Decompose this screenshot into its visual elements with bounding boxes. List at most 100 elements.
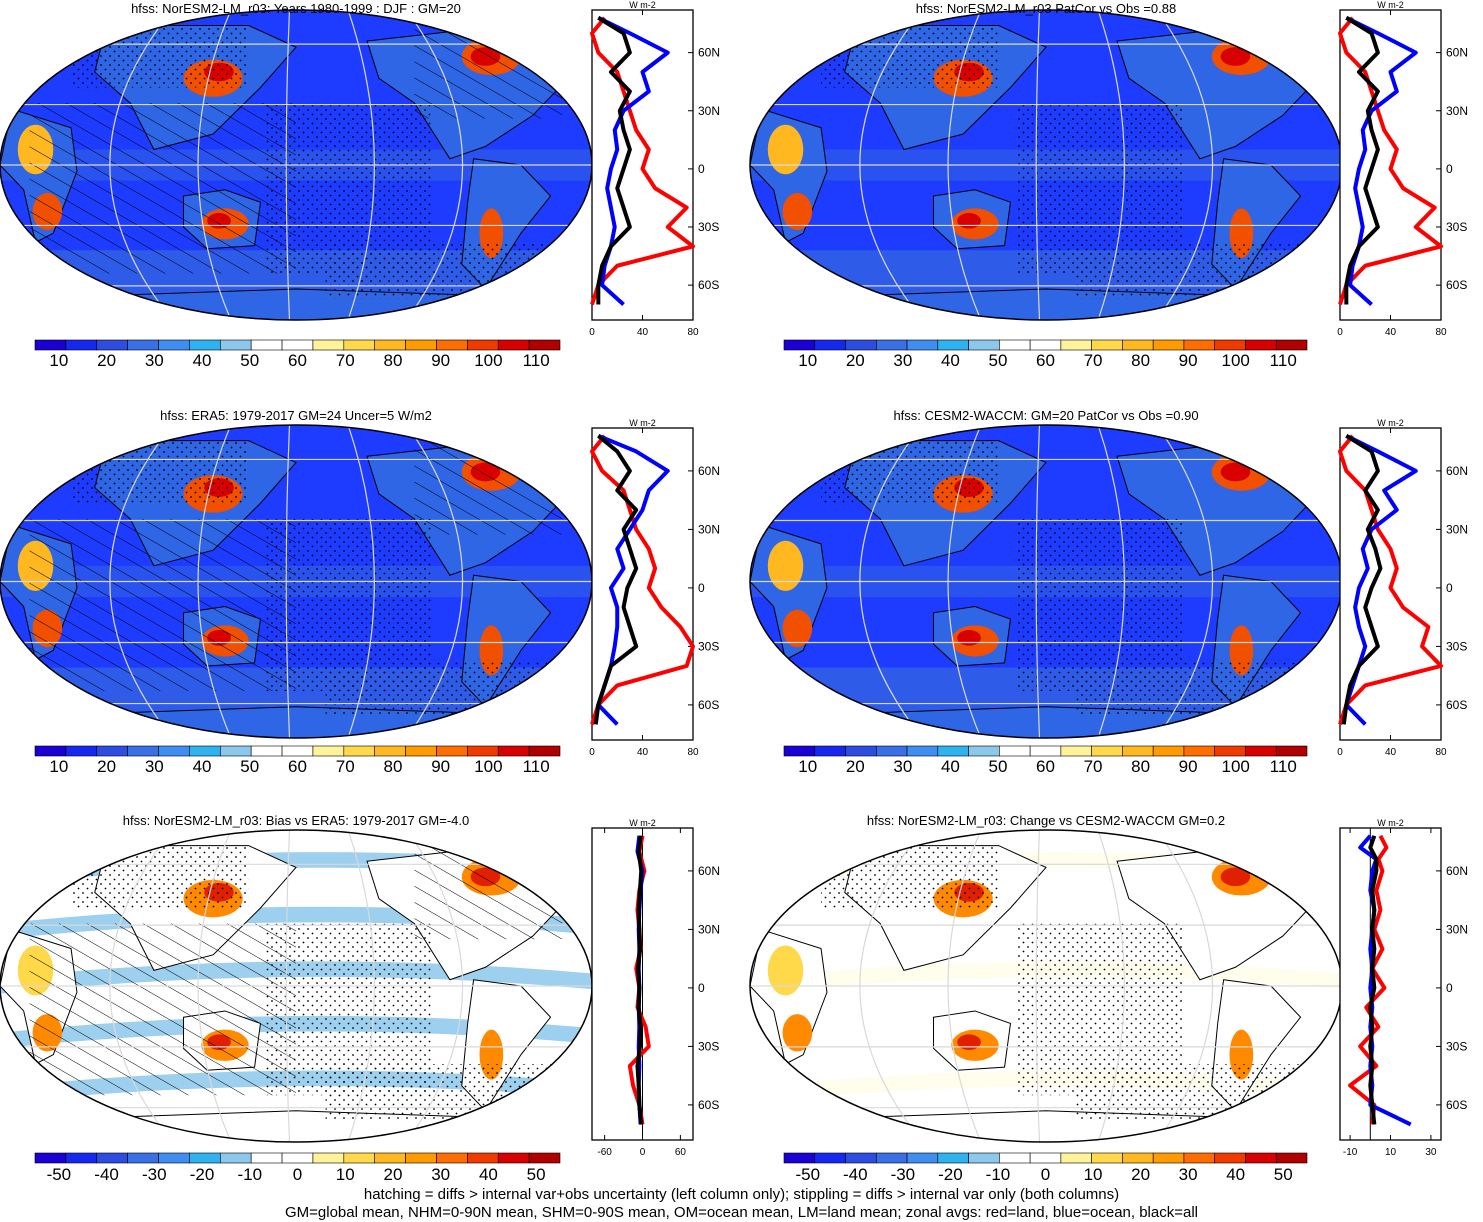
colorbar-tick-label: 90: [431, 757, 450, 776]
colorbar-tick-label: 100: [1221, 757, 1249, 776]
colorbar-tick-label: 80: [1131, 757, 1150, 776]
colorbar-tick-label: 90: [1179, 757, 1198, 776]
longitude-line: [1156, 10, 1214, 320]
colorbar-tick-label: -20: [190, 1165, 215, 1184]
colorbar-swatch: [497, 1152, 530, 1164]
lat-tick-label: 60N: [698, 864, 720, 878]
longitude-line: [947, 10, 982, 320]
colorbar-tick-label: -40: [94, 1165, 119, 1184]
colorbar-swatch: [814, 339, 846, 351]
longitude-line: [859, 10, 923, 320]
colorbar-swatch: [999, 745, 1031, 757]
zonal-unit-label: W m-2: [629, 0, 656, 10]
lat-tick-label: 30S: [698, 1039, 719, 1053]
zonal-unit-label: W m-2: [629, 818, 656, 828]
colorbar-swatch: [1091, 1152, 1123, 1164]
colorbar-tick-label: 50: [240, 757, 259, 776]
x-tick-label: -60: [597, 1147, 612, 1158]
longitude-line: [947, 830, 982, 1142]
colorbar-swatch: [96, 339, 128, 351]
colorbar-tick-label: 50: [527, 1165, 546, 1184]
colorbar-swatch: [1060, 745, 1092, 757]
colorbar-swatch: [1122, 745, 1154, 757]
colorbar-swatch: [250, 339, 283, 351]
colorbar-tick-label: 30: [1179, 1165, 1198, 1184]
colorbar-swatch: [1245, 1152, 1277, 1164]
colorbar-swatch: [1091, 745, 1123, 757]
colorbar-tick-label: 80: [383, 757, 402, 776]
map-panel-3: [0, 424, 593, 739]
colorbar-swatch: [937, 745, 969, 757]
colorbar-swatch: [65, 1152, 98, 1164]
longitude-line: [197, 425, 232, 738]
longitude-line: [109, 425, 173, 738]
colorbar-swatch: [1152, 745, 1185, 757]
colorbar-tick-label: 60: [288, 757, 307, 776]
colorbar-tick-label: 20: [97, 757, 116, 776]
stippling-region: [821, 25, 999, 88]
lat-tick-label: 60N: [698, 464, 720, 478]
lat-tick-label: 0: [1446, 162, 1453, 176]
colorbar-swatch: [467, 745, 499, 757]
colorbar-tick-label: 70: [336, 757, 355, 776]
colorbar-tick-label: -40: [843, 1165, 868, 1184]
colorbar-swatch: [1152, 339, 1185, 351]
colorbar-tick-label: 40: [479, 1165, 498, 1184]
colorbar-swatch: [312, 745, 345, 757]
colorbar-swatch: [467, 339, 499, 351]
flux-hotspot: [767, 124, 804, 175]
x-tick-label: 80: [1435, 327, 1447, 338]
colorbar-swatch: [34, 339, 67, 351]
flux-hotspot: [767, 540, 804, 591]
panel-title-6: hfss: NorESM2-LM_r03: Change vs CESM2-WA…: [867, 813, 1225, 828]
zonal-series-all: [596, 16, 632, 305]
lat-tick-label: 30N: [1446, 522, 1468, 536]
footer-line-1: hatching = diffs > internal var+obs unce…: [363, 1186, 1120, 1203]
colorbar-tick-label: 10: [336, 1165, 355, 1184]
stippling-region: [1075, 242, 1313, 299]
colorbar-swatch: [343, 339, 376, 351]
colorbar-tick-label: 50: [240, 351, 259, 370]
colorbar-tick-label: 40: [193, 757, 212, 776]
flux-hotspot: [767, 945, 804, 996]
longitude-line: [109, 10, 173, 320]
colorbar-swatch: [814, 745, 846, 757]
colorbar-swatch: [219, 339, 252, 351]
x-tick-label: 0: [1337, 747, 1343, 758]
colorbar-swatch: [374, 339, 406, 351]
flux-hotspot: [1220, 462, 1251, 482]
colorbar-tick-label: 10: [798, 757, 817, 776]
panel-title-2: hfss: NorESM2-LM_r03 PatCor vs Obs =0.88: [916, 1, 1176, 16]
x-tick-label: 80: [687, 327, 699, 338]
zonal-mean-plot-1: W m-2 60N 30N 0 30S 60S 0 40 80: [589, 0, 720, 338]
longitude-line: [1156, 425, 1214, 738]
longitude-line: [1156, 830, 1214, 1142]
zonal-series-land: [1338, 434, 1443, 726]
colorbar-swatch: [875, 1152, 908, 1164]
hatching-region: [29, 103, 296, 274]
colorbar-tick-label: 70: [1084, 351, 1103, 370]
colorbar-swatch: [999, 339, 1031, 351]
colorbar-tick-label: 30: [145, 351, 164, 370]
colorbar-4: 10 20 30 40 50 60 70 80 90 100 110: [783, 745, 1308, 776]
panel-title-4: hfss: CESM2-WACCM: GM=20 PatCor vs Obs =…: [893, 408, 1198, 423]
colorbar-tick-label: 110: [1270, 351, 1297, 370]
lat-tick-label: 30N: [698, 522, 720, 536]
colorbar-swatch: [937, 339, 969, 351]
stippling-region: [325, 659, 563, 717]
colorbar-swatch: [999, 1152, 1031, 1164]
colorbar-swatch: [250, 1152, 283, 1164]
flux-hotspot: [782, 192, 813, 231]
x-tick-label: 0: [640, 1147, 646, 1158]
zonal-series-all: [1368, 835, 1379, 1125]
colorbar-swatch: [219, 745, 252, 757]
zonal-series-land: [1338, 16, 1443, 306]
colorbar-swatch: [127, 1152, 159, 1164]
colorbar-swatch: [467, 1152, 499, 1164]
hatching-region: [29, 923, 296, 1096]
map-panel-2: [749, 9, 1343, 321]
colorbar-tick-label: -10: [986, 1165, 1011, 1184]
colorbar-tick-label: 40: [1226, 1165, 1245, 1184]
x-tick-label: 80: [687, 747, 699, 758]
longitude-line: [197, 10, 232, 320]
